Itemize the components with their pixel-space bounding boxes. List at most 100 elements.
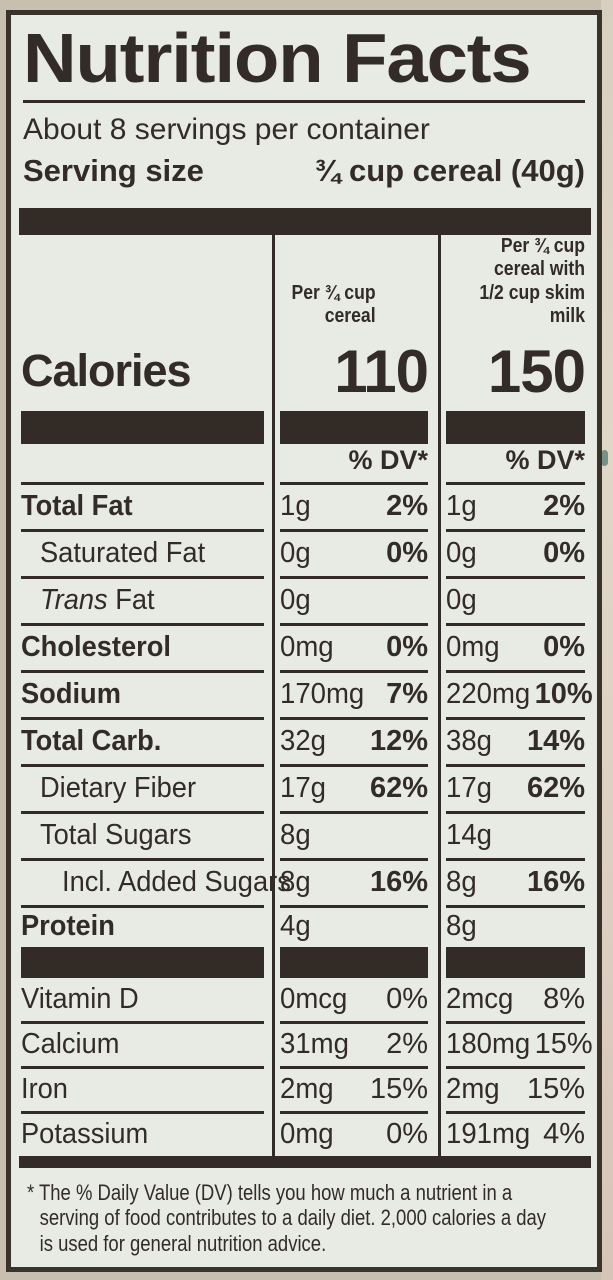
serving-size-label: Serving size	[23, 152, 204, 188]
nutrient-row: Sodium 170mg 7% 220mg 10%	[11, 673, 597, 720]
amount-per-cereal: 0mg	[280, 631, 334, 663]
dv-per-cereal-milk: 4%	[543, 1118, 585, 1150]
thick-divider-bar-top	[19, 207, 591, 235]
calories-value-cereal-milk: 150	[487, 337, 586, 405]
micronutrient-rows-section: Vitamin D 0mcg 0% 2mcg 8% Calcium 31mg 2…	[11, 979, 597, 1156]
amount-per-cereal-milk: 14g	[446, 819, 492, 851]
calories-underline-bars	[11, 410, 597, 445]
nutrient-row: Cholesterol 0mg 0% 0mg 0%	[11, 626, 597, 673]
dv-per-cereal: 62%	[369, 772, 428, 804]
dv-per-cereal-milk: 15%	[534, 1028, 593, 1060]
dv-per-cereal-milk: 10%	[534, 678, 593, 710]
nutrient-row: Total Fat 1g 2% 1g 2%	[11, 485, 597, 532]
nutrient-row: Iron 2mg 15% 2mg 15%	[11, 1069, 597, 1114]
amount-per-cereal: 0mcg	[280, 983, 348, 1015]
nutrient-row: Dietary Fiber 17g 62% 17g 62%	[11, 767, 597, 814]
nutrient-name: Iron	[21, 1073, 68, 1105]
protein-divider-bars	[11, 946, 597, 979]
dv-header-cereal-milk: % DV*	[505, 444, 585, 475]
column-divider-2	[438, 234, 441, 1156]
nutrient-name: Cholesterol	[21, 631, 171, 663]
nutrient-row: Protein 4g 8g	[11, 908, 597, 946]
per-cereal-milk-header: Per ¾ cup cereal with 1/2 cup skim milk	[479, 234, 585, 328]
amount-per-cereal-milk: 38g	[446, 725, 492, 757]
nutrient-name: Dietary Fiber	[40, 772, 197, 804]
amount-per-cereal: 2mg	[280, 1073, 334, 1105]
amount-per-cereal: 1g	[280, 490, 311, 522]
dv-per-cereal-milk: 0%	[543, 631, 585, 663]
black-bar	[280, 410, 428, 444]
serving-size-row: Serving size ¾ cup cereal (40g)	[23, 153, 585, 189]
amount-per-cereal-milk: 0g	[446, 537, 477, 569]
amount-per-cereal: 32g	[280, 725, 326, 757]
nutrient-row: Incl. Added Sugars 8g 16% 8g 16%	[11, 861, 597, 908]
nutrient-row: Vitamin D 0mcg 0% 2mcg 8%	[11, 979, 597, 1024]
dv-per-cereal: 12%	[369, 725, 428, 757]
amount-per-cereal-milk: 8g	[446, 866, 477, 898]
dv-per-cereal-milk: 15%	[526, 1073, 585, 1105]
photo-artifact-speck	[601, 450, 608, 466]
dv-per-cereal-milk: 16%	[526, 866, 585, 898]
calories-label: Calories	[21, 345, 192, 396]
amount-per-cereal: 8g	[280, 866, 311, 898]
nutrient-row: Potassium 0mg 0% 191mg 4%	[11, 1114, 597, 1156]
dv-per-cereal-milk: 2%	[543, 490, 585, 522]
nutrient-name: Total Sugars	[40, 819, 192, 851]
nutrient-name: Sodium	[21, 678, 121, 710]
dv-per-cereal-milk: 62%	[526, 772, 585, 804]
dv-footnote: * The % Daily Value (DV) tells you how m…	[27, 1179, 547, 1257]
nutrient-name: Protein	[21, 910, 115, 942]
nutrition-facts-label: Nutrition Facts About 8 servings per con…	[6, 10, 602, 1272]
nutrient-name: Incl. Added Sugars	[62, 866, 291, 898]
dv-per-cereal: 2%	[386, 1028, 428, 1060]
amount-per-cereal: 0mg	[280, 1118, 334, 1150]
nutrient-row: Saturated Fat 0g 0% 0g 0%	[11, 532, 597, 579]
black-bar	[446, 946, 585, 978]
nutrient-name: Saturated Fat	[40, 537, 206, 569]
servings-per-container: About 8 servings per container	[23, 112, 430, 146]
dv-per-cereal-milk: 8%	[543, 983, 585, 1015]
column-divider-1	[272, 234, 275, 1156]
title-rule	[23, 99, 585, 103]
nutrition-columns: Per ¾ cup cereal Per ¾ cup cereal with 1…	[11, 234, 597, 1156]
amount-per-cereal-milk: 17g	[446, 772, 492, 804]
nutrient-row: Trans Fat 0g 0g	[11, 579, 597, 626]
nutrient-row: Calcium 31mg 2% 180mg 15%	[11, 1024, 597, 1069]
amount-per-cereal-milk: 0g	[446, 584, 477, 616]
photo-background-right-strip	[601, 0, 613, 1280]
amount-per-cereal-milk: 2mcg	[446, 983, 514, 1015]
amount-per-cereal: 0g	[280, 537, 311, 569]
black-bar	[280, 946, 428, 978]
nutrient-name: Calcium	[21, 1028, 120, 1060]
amount-per-cereal-milk: 180mg	[446, 1028, 531, 1060]
dv-per-cereal-milk: 0%	[543, 537, 585, 569]
dv-per-cereal: 2%	[386, 490, 428, 522]
serving-size-value: ¾ cup cereal (40g)	[314, 152, 585, 188]
amount-per-cereal: 17g	[280, 772, 326, 804]
label-title: Nutrition Facts	[23, 19, 532, 97]
amount-per-cereal: 31mg	[280, 1028, 349, 1060]
footnote-section: * The % Daily Value (DV) tells you how m…	[27, 1180, 585, 1258]
black-bar	[21, 946, 264, 978]
dv-per-cereal: 0%	[386, 631, 428, 663]
nutrient-name: Total Carb.	[21, 725, 162, 757]
dv-per-cereal: 0%	[386, 537, 428, 569]
amount-per-cereal-milk: 191mg	[446, 1118, 531, 1150]
amount-per-cereal: 0g	[280, 584, 311, 616]
calories-row: Calories 110 150	[11, 333, 597, 410]
per-cereal-header: Per ¾ cup cereal	[291, 281, 376, 328]
dv-per-cereal: 0%	[386, 983, 428, 1015]
thick-divider-bar-bottom	[19, 1155, 591, 1168]
amount-per-cereal: 4g	[280, 910, 311, 942]
amount-per-cereal-milk: 8g	[446, 910, 477, 942]
nutrient-name: Vitamin D	[21, 983, 139, 1015]
amount-per-cereal-milk: 220mg	[446, 678, 531, 710]
calories-value-cereal: 110	[334, 337, 429, 405]
nutrient-rows-section: Total Fat 1g 2% 1g 2% Saturated Fat 0g 0…	[11, 485, 597, 946]
dv-per-cereal: 7%	[386, 678, 428, 710]
amount-per-cereal: 170mg	[280, 678, 365, 710]
black-bar	[446, 410, 585, 444]
amount-per-cereal-milk: 2mg	[446, 1073, 500, 1105]
dv-header-row: % DV* % DV*	[11, 445, 597, 485]
